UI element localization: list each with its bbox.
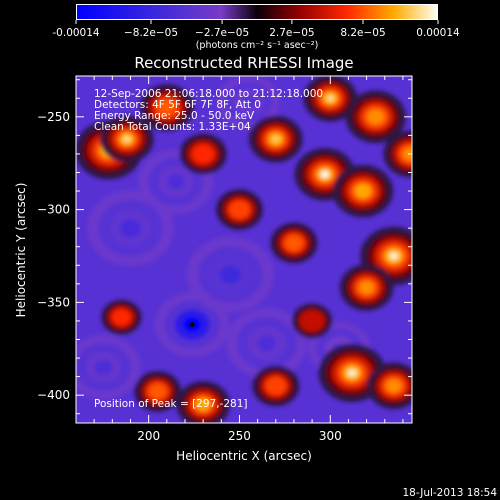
hot-spot [272,383,280,389]
colorbar-units-label: (photons cm⁻² s⁻¹ asec⁻²) [196,40,319,51]
hot-spot [272,135,280,143]
y-tick-label: −400 [37,388,70,402]
hot-spot [118,314,125,320]
hot-spot [309,318,315,324]
hot-spot [199,151,207,157]
annotation-clean-counts: Clean Total Counts: 1.33E+04 [94,121,251,133]
x-tick-label: 200 [137,429,160,443]
x-tick-label: 250 [228,429,251,443]
cold-spot [241,95,256,109]
hot-spot [290,240,298,246]
colorbar-tick-label: 0.00014 [416,27,460,39]
y-tick-label: −250 [37,110,70,124]
hot-spot [389,251,399,260]
heatmap-image [76,76,412,423]
hot-spot [199,401,207,408]
hot-spot [236,206,243,213]
hot-spot [390,382,398,390]
hot-spot [154,388,161,395]
cold-spot [220,265,241,284]
colorbar-tick-label: 2.7e−05 [269,27,314,39]
cold-spot [94,359,113,375]
annotation-time-range: 12-Sep-2006 21:06:18.000 to 21:12:18.000 [94,88,323,100]
cold-spot [257,334,277,352]
cold-spot [120,219,141,238]
annotation-detectors: Detectors: 4F 5F 6F 7F 8F, Att 0 [94,99,261,111]
hot-spot [347,368,357,377]
hot-spot [163,104,171,111]
colorbar-tick-label: -0.00014 [52,27,100,39]
hot-spot [362,284,371,291]
hot-spot [358,187,368,195]
y-tick-label: −300 [37,203,70,217]
colorbar [76,4,438,20]
y-axis-label: Heliocentric Y (arcsec) [14,183,28,318]
hot-spot [320,170,329,178]
cold-spot [167,174,185,190]
y-tick-label: −350 [37,295,70,309]
hot-spot [123,135,131,143]
source-marker [189,322,195,328]
hot-spot [371,113,380,121]
x-axis-label: Heliocentric X (arcsec) [176,449,312,463]
chart-title: Reconstructed RHESSI Image [134,54,353,72]
colorbar-tick-label: −8.2e−05 [124,27,178,39]
colorbar-tick-label: 8.2e−05 [340,27,385,39]
colorbar-tick-label: −2.7e−05 [195,27,249,39]
x-tick-label: 300 [319,429,342,443]
peak-position-label: Position of Peak = [297,-281] [94,398,248,410]
hot-spot [326,95,334,102]
footer-timestamp: 18-Jul-2013 18:54 [402,487,497,499]
axes: 200 250 300 −250 −300 −350 −400 [37,76,412,443]
plot-frame [75,75,413,424]
annotation-energy-range: Energy Range: 25.0 - 50.0 keV [94,110,255,122]
